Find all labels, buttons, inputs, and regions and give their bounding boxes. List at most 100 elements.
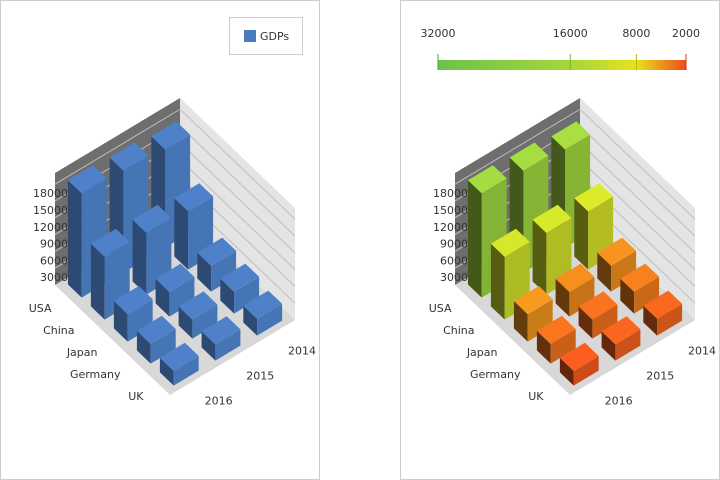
depth-tick-label: 2016 (605, 395, 633, 408)
bar-face-left (67, 180, 82, 298)
bar-face-top (532, 204, 572, 233)
bar-face-left (90, 243, 105, 320)
bar-face-top (90, 228, 130, 257)
bar-face-top (197, 237, 237, 266)
bar-face-top (551, 121, 591, 150)
bar-face-left (578, 306, 593, 339)
bar (155, 263, 195, 317)
x-tick-label: USA (429, 302, 452, 315)
color-bar (438, 60, 686, 70)
bar (113, 286, 153, 342)
bar-face-right (592, 304, 618, 339)
bar-face-right (550, 329, 576, 364)
x-tick-label: UK (528, 390, 544, 403)
bar-face-right (569, 277, 595, 317)
y-tick-label: 18000 (33, 187, 68, 200)
y-tick-label: 6000 (440, 254, 468, 267)
bar (136, 315, 176, 364)
depth-tick-label: 2016 (205, 395, 233, 408)
y-tick-label: 12000 (33, 221, 68, 234)
bar-face-right (634, 276, 660, 314)
depth-tick-label: 2015 (246, 370, 274, 383)
bar-face-right (150, 329, 176, 364)
bar-face-top (467, 165, 507, 194)
bar-face-left (197, 252, 212, 292)
bar (67, 165, 107, 298)
y-tick-label: 12000 (433, 221, 468, 234)
bar-face-right (169, 277, 195, 317)
bar (578, 291, 618, 339)
bar-face-right (211, 250, 237, 292)
color-tick-label: 16000 (553, 27, 588, 40)
bar-face-top (643, 290, 683, 319)
bar-face-left (243, 305, 258, 336)
legend-swatch (244, 30, 256, 42)
x-tick-label: China (443, 324, 474, 337)
bar (178, 291, 218, 339)
bar-face-top (159, 342, 199, 371)
bar (532, 204, 572, 295)
bar-face-left (467, 180, 482, 298)
bar-face-top (536, 315, 576, 344)
x-tick-label: China (43, 324, 74, 337)
x-tick-label: USA (29, 302, 52, 315)
bar (555, 263, 595, 317)
y-tick-label: 15000 (33, 204, 68, 217)
bar-face-right (657, 303, 683, 336)
bar (601, 316, 641, 361)
bar-face-left (601, 331, 616, 361)
bar-face-top (578, 291, 618, 320)
bar-face-top (597, 237, 637, 266)
bar-face-top (132, 204, 172, 233)
bar-face-top (513, 286, 553, 315)
bar-face-left (559, 357, 574, 386)
y-tick-label: 15000 (433, 204, 468, 217)
y-tick-label: 18000 (433, 187, 468, 200)
bar (513, 286, 553, 342)
color-tick-label: 2000 (672, 27, 700, 40)
bar-face-top (559, 342, 599, 371)
bar-face-top (201, 316, 241, 345)
grid-line (54, 108, 296, 220)
bar-face-top (113, 286, 153, 315)
x-tick-label: Germany (70, 368, 121, 381)
bar-face-left (201, 331, 216, 361)
bar-face-top (151, 121, 191, 150)
color-tick-label: 8000 (622, 27, 650, 40)
bar-face-top (109, 142, 149, 171)
bar-face-top (136, 315, 176, 344)
bar-face-left (555, 278, 570, 317)
bar-face-left (155, 278, 170, 317)
bar-face-top (155, 263, 195, 292)
bar (243, 290, 283, 336)
y-tick-label: 9000 (40, 238, 68, 251)
y-tick-label: 3000 (440, 271, 468, 284)
bar-face-top (220, 263, 260, 292)
bar-face-left (620, 278, 635, 314)
bar (201, 316, 241, 361)
grid-line (454, 108, 696, 220)
x-tick-label: Japan (466, 346, 498, 359)
x-tick-label: Japan (66, 346, 98, 359)
bar-face-left (136, 330, 151, 364)
bar-face-left (159, 357, 174, 386)
bar-face-left (490, 243, 505, 320)
color-tick-label: 32000 (421, 27, 456, 40)
bar-face-right (573, 356, 599, 386)
bar (620, 263, 660, 314)
bar-face-left (113, 301, 128, 342)
bar-face-top (574, 183, 614, 212)
bar-face-top (555, 263, 595, 292)
bar-face-top (601, 316, 641, 345)
bar-face-left (574, 198, 589, 270)
bar-face-right (257, 303, 283, 336)
bar-face-left (178, 306, 193, 339)
bar-face-top (620, 263, 660, 292)
x-tick-label: Germany (470, 368, 521, 381)
bar-face-right (527, 299, 553, 342)
depth-tick-label: 2014 (288, 345, 316, 358)
depth-tick-label: 2015 (646, 370, 674, 383)
bar (159, 342, 199, 386)
y-tick-label: 3000 (40, 271, 68, 284)
